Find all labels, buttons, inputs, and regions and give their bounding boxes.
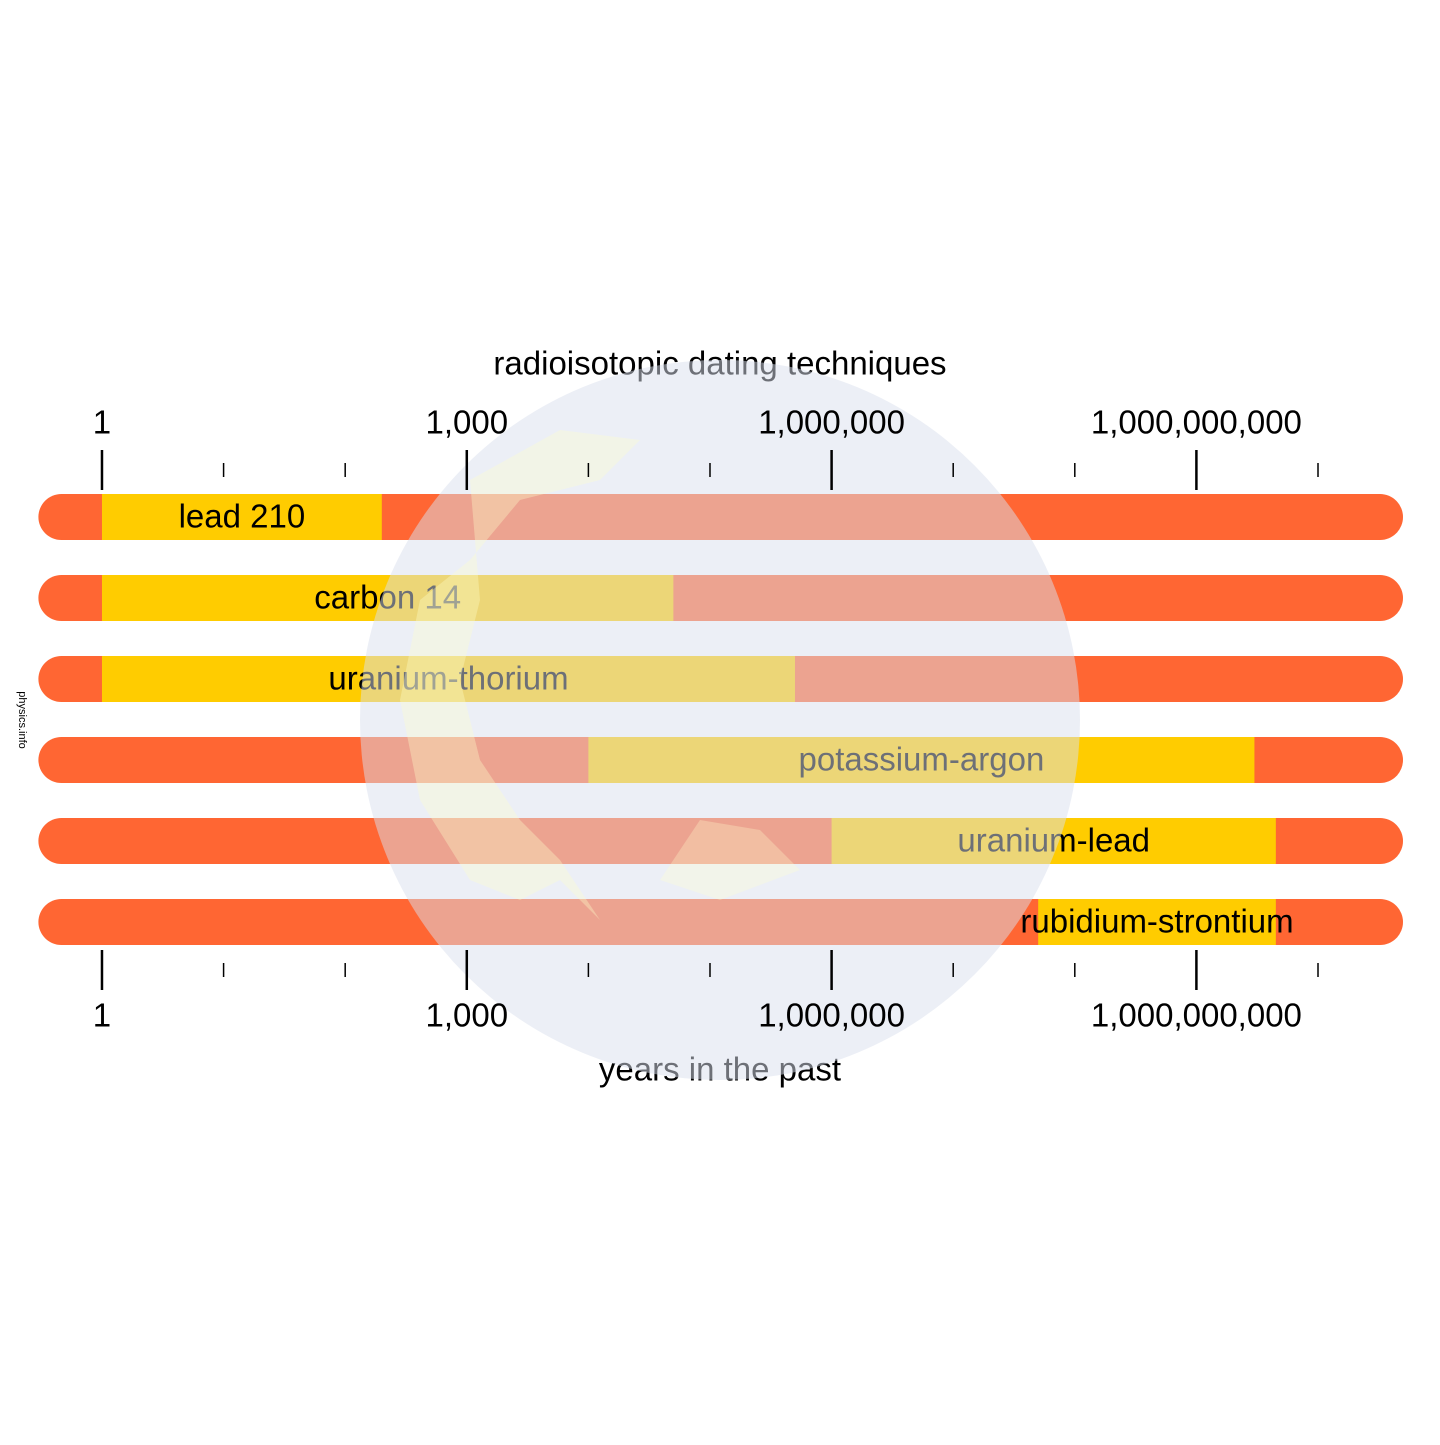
x-tick-label: 1,000 <box>425 997 508 1034</box>
x-axis-label: years in the past <box>599 1051 841 1088</box>
bar-label: lead 210 <box>179 498 306 535</box>
bars: lead 210 carbon 14 uranium-thorium potassiu… <box>38 494 1403 945</box>
x-tick-label: 1 <box>93 997 111 1034</box>
x-tick-label: 1,000,000,000 <box>1091 997 1302 1034</box>
range-bar <box>101 494 382 540</box>
x-tick-label: 1,000,000 <box>758 404 905 441</box>
bar-label: uranium-thorium <box>328 660 568 697</box>
x-tick-label: 1,000 <box>425 404 508 441</box>
bar-label: uranium-lead <box>957 822 1150 859</box>
bar-label: rubidium-strontium <box>1020 903 1293 940</box>
x-tick-label: 1,000,000 <box>758 997 905 1034</box>
chart-title: radioisotopic dating techniques <box>493 345 946 382</box>
x-tick-label: 1 <box>93 404 111 441</box>
bar-label: potassium-argon <box>799 741 1045 778</box>
bar-label: carbon 14 <box>314 579 461 616</box>
x-tick-label: 1,000,000,000 <box>1091 404 1302 441</box>
credit: physics.info <box>16 691 28 748</box>
